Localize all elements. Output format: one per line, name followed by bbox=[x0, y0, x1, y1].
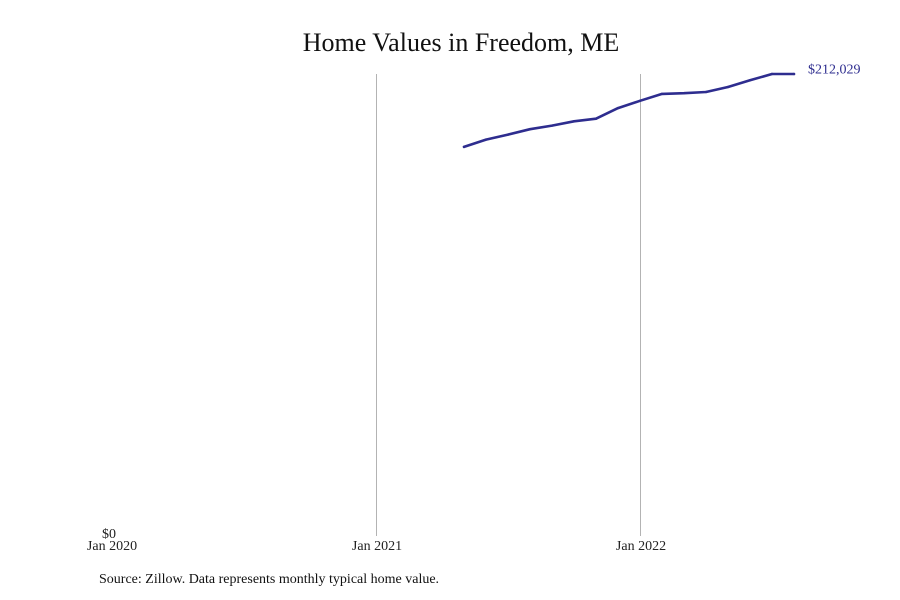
series-line bbox=[462, 72, 796, 149]
data-point bbox=[660, 92, 664, 96]
data-point bbox=[462, 145, 466, 149]
data-point bbox=[638, 99, 642, 103]
data-point bbox=[506, 133, 510, 136]
x-tick-label: Jan 2022 bbox=[616, 539, 666, 554]
data-point bbox=[572, 120, 576, 123]
tick-labels: Jan 2020 Jan 2021 Jan 2022 $0 bbox=[87, 527, 666, 554]
chart-title: Home Values in Freedom, ME bbox=[302, 28, 620, 57]
data-point bbox=[616, 106, 620, 110]
x-tick-label: Jan 2020 bbox=[87, 539, 137, 554]
data-point bbox=[528, 128, 532, 131]
gridlines bbox=[376, 74, 641, 536]
data-point bbox=[550, 124, 554, 127]
data-point bbox=[792, 72, 796, 76]
end-value-label: $212,029 bbox=[808, 63, 861, 78]
data-point bbox=[704, 90, 708, 94]
data-point bbox=[682, 92, 686, 95]
source-note: Source: Zillow. Data represents monthly … bbox=[99, 572, 440, 587]
data-point bbox=[726, 85, 730, 89]
y-tick-label: $0 bbox=[102, 527, 116, 542]
data-point bbox=[594, 117, 598, 120]
data-point bbox=[484, 138, 488, 141]
data-point bbox=[748, 79, 752, 82]
data-point bbox=[770, 72, 774, 76]
x-tick-label: Jan 2021 bbox=[352, 539, 402, 554]
series-layer: $212,029 bbox=[462, 63, 861, 149]
